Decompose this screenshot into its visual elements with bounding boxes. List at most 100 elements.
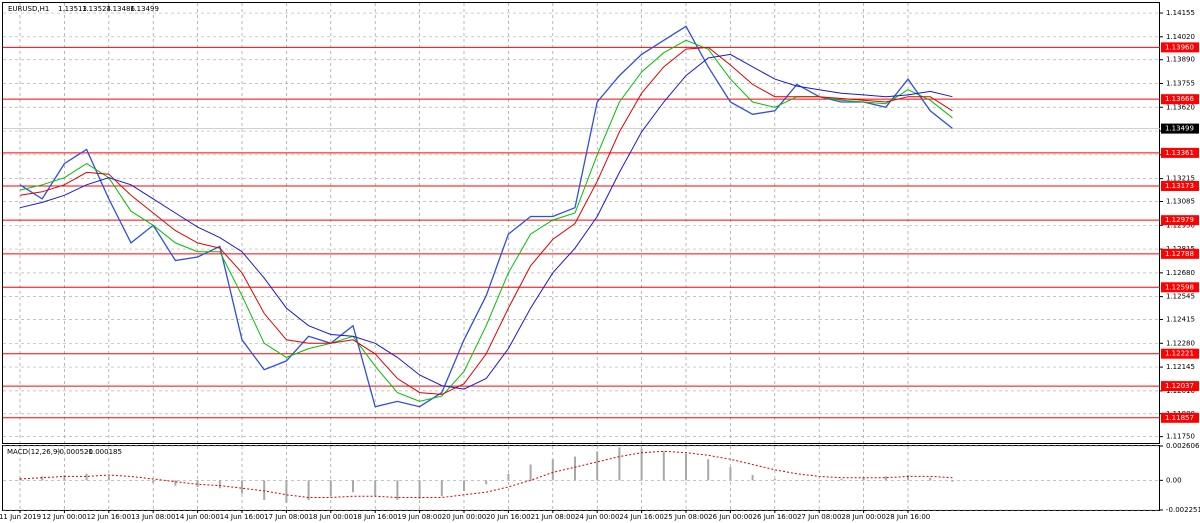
macd-bar xyxy=(907,475,909,481)
x-tick-label: 12 Jun 00:00 xyxy=(42,513,86,521)
high: 1.13524 xyxy=(82,5,111,13)
x-tick-label: 20 Jun 00:00 xyxy=(442,513,486,521)
level-label: 1.12037 xyxy=(1165,382,1194,390)
moving-average xyxy=(19,53,953,390)
price-line xyxy=(19,25,953,408)
x-tick-label: 17 Jun 08:00 xyxy=(264,513,308,521)
y-tick-label: -0.002251 xyxy=(1166,506,1200,514)
last-price-box xyxy=(1161,123,1199,134)
macd-bar xyxy=(796,480,798,481)
x-tick-label: 25 Jun 08:00 xyxy=(664,513,708,521)
macd-bar xyxy=(263,480,266,501)
macd-bar xyxy=(130,480,132,481)
x-tick-label: 14 Jun 00:00 xyxy=(175,513,219,521)
level-label-box xyxy=(1161,215,1199,226)
macd-bar xyxy=(773,479,776,481)
x-tick-label: 14 Jun 16:00 xyxy=(220,513,264,521)
close: 1.13499 xyxy=(130,5,159,13)
x-tick-label: 24 Jun 00:00 xyxy=(575,513,619,521)
y-tick-label: 1.11750 xyxy=(1166,433,1195,441)
x-tick-label: 24 Jun 16:00 xyxy=(619,513,663,521)
y-tick-label: 0.002606 xyxy=(1166,442,1200,450)
macd-bar xyxy=(485,480,488,485)
level-label-box xyxy=(1161,282,1199,293)
y-tick-label: 1.13890 xyxy=(1166,56,1195,64)
macd-bar xyxy=(307,480,310,501)
macd-bar xyxy=(596,451,599,481)
level-label: 1.12979 xyxy=(1165,216,1194,224)
y-tick-label: 1.12680 xyxy=(1166,269,1195,277)
y-tick-label: 1.12280 xyxy=(1166,339,1195,347)
level-label: 1.13960 xyxy=(1165,43,1194,51)
macd-bar xyxy=(41,476,44,481)
macd-bar xyxy=(218,480,221,489)
y-tick-label: 0.00 xyxy=(1166,476,1182,484)
y-tick-label: 1.14155 xyxy=(1166,9,1195,17)
macd-bar xyxy=(951,480,954,482)
moving-average xyxy=(19,46,953,395)
level-label-box xyxy=(1161,381,1199,392)
y-tick-label: 1.12950 xyxy=(1166,221,1195,229)
level-label-box xyxy=(1161,94,1199,105)
y-tick-label: 1.13215 xyxy=(1166,175,1195,183)
level-label: 1.11857 xyxy=(1165,414,1194,422)
x-tick-label: 18 Jun 16:00 xyxy=(353,513,397,521)
macd-bar xyxy=(440,480,443,497)
level-label: 1.13666 xyxy=(1165,95,1194,103)
macd-bar xyxy=(507,473,510,481)
macd-bar xyxy=(884,476,887,481)
x-tick-label: 12 Jun 16:00 xyxy=(87,513,131,521)
level-label-box xyxy=(1161,348,1199,359)
x-tick-label: 26 Jun 16:00 xyxy=(753,513,797,521)
macd-bar xyxy=(929,477,932,481)
macd-bar xyxy=(840,479,843,481)
symbol: EURUSD,H1 xyxy=(8,5,49,13)
y-tick-label: 1.13085 xyxy=(1166,198,1195,206)
level-label: 1.12598 xyxy=(1165,283,1194,291)
level-label-box xyxy=(1161,147,1199,158)
x-tick-label: 28 Jun 16:00 xyxy=(886,513,930,521)
macd-bar xyxy=(352,480,354,493)
macd-bar xyxy=(685,453,687,481)
macd-bar xyxy=(463,480,465,491)
macd-bar xyxy=(241,480,243,494)
x-tick-label: 11 Jun 2019 xyxy=(0,513,41,521)
macd-bar xyxy=(574,456,576,481)
macd-bar xyxy=(551,459,554,481)
macd-value: -0.000521 xyxy=(57,448,93,456)
macd-bar xyxy=(329,480,332,497)
main-pane xyxy=(2,2,1160,444)
y-tick-label: 1.13755 xyxy=(1166,79,1195,87)
macd-title: MACD(12,26,9) xyxy=(7,448,60,456)
level-label: 1.13361 xyxy=(1165,149,1194,157)
x-tick-label: 13 Jun 08:00 xyxy=(131,513,175,521)
level-label-box xyxy=(1161,181,1199,192)
level-label-box xyxy=(1161,412,1199,423)
macd-bar xyxy=(63,475,66,481)
signal-value: -0.000185 xyxy=(86,448,122,456)
macd-bar xyxy=(19,477,21,481)
x-tick-label: 27 Jun 08:00 xyxy=(797,513,841,521)
macd-bar xyxy=(529,464,532,481)
open: 1.13513 xyxy=(58,5,87,13)
level-label: 1.12221 xyxy=(1165,350,1194,358)
last-price-label: 1.13499 xyxy=(1165,125,1194,133)
macd-bar xyxy=(640,448,643,481)
x-tick-label: 18 Jun 00:00 xyxy=(309,513,353,521)
level-label: 1.12788 xyxy=(1165,250,1194,258)
y-tick-label: 1.13620 xyxy=(1166,103,1195,111)
macd-bar xyxy=(85,473,88,481)
macd-bar xyxy=(818,480,821,481)
macd-bar xyxy=(707,459,710,481)
macd-bar xyxy=(396,480,399,501)
y-tick-label: 1.12145 xyxy=(1166,363,1195,371)
macd-bar xyxy=(285,480,288,503)
macd-bar xyxy=(174,480,177,486)
x-tick-label: 20 Jun 16:00 xyxy=(486,513,530,521)
macd-bar xyxy=(374,480,377,497)
macd-bar xyxy=(418,480,421,499)
macd-bar xyxy=(662,451,665,481)
y-tick-label: 1.12545 xyxy=(1166,293,1195,301)
macd-bar xyxy=(152,480,155,483)
